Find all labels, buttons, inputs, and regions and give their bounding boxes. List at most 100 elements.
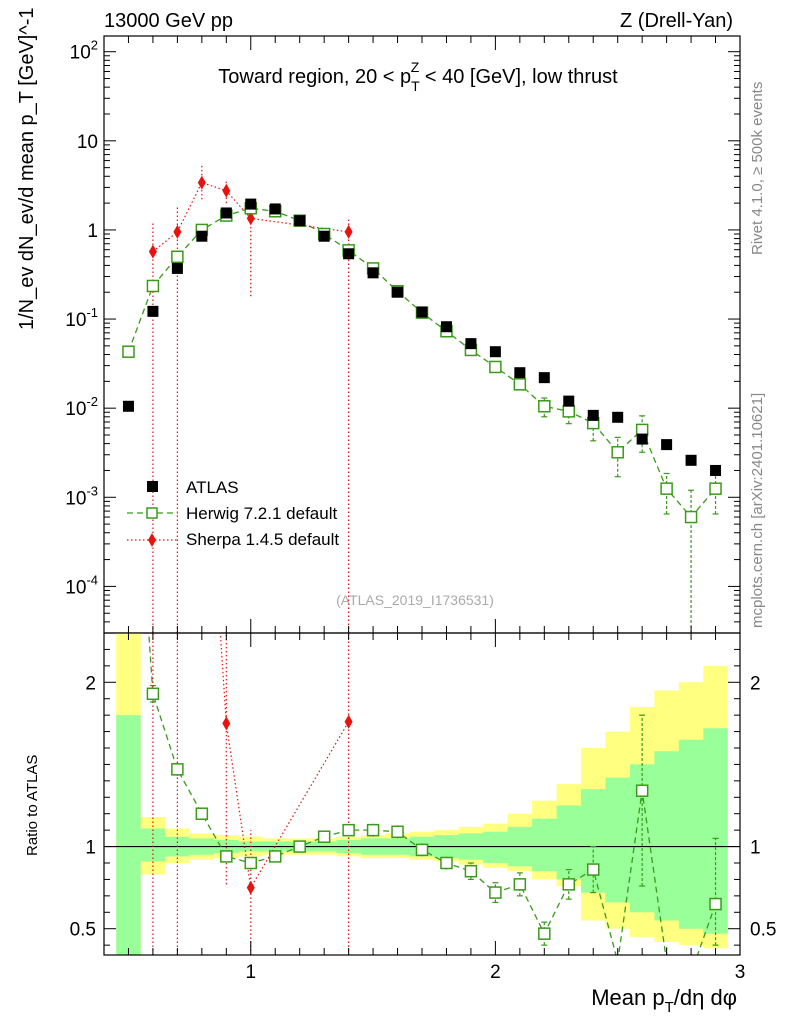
- main-axis-ticks: 10-4 10-3 10-2 10-1 1 10 102: [65, 36, 741, 634]
- herwig-point: [122, 345, 135, 358]
- herwig-ratio-point: [440, 856, 453, 870]
- herwig-ratio-point: [244, 856, 258, 870]
- main-title: Toward region, 20 < pTZ < 40 [GeV], low …: [218, 59, 618, 94]
- herwig-ratio-point: [293, 840, 306, 853]
- sherpa-point: [173, 224, 182, 239]
- main-title-pre: Toward region, 20 < p: [218, 66, 411, 88]
- herwig-point: [684, 510, 698, 524]
- header-right-label: Z (Drell-Yan): [620, 10, 733, 32]
- atlas-point: [685, 454, 697, 466]
- ratio-axis-ticks: 0.5 0.5 1 1 2 2 1 2 3: [70, 633, 776, 983]
- main-plot-layer: [122, 165, 722, 633]
- legend-atlas-marker: [147, 481, 158, 492]
- main-title-sub: T: [411, 78, 420, 94]
- atlas-point: [196, 230, 208, 242]
- herwig-line: [127, 207, 717, 519]
- ratio-plot-layer: [104, 633, 740, 955]
- herwig-point: [489, 360, 502, 374]
- uncertainty-band-green: [116, 715, 728, 955]
- ratio-y-tick-label: 2: [85, 673, 96, 694]
- herwig-ratio-point: [195, 807, 209, 820]
- atlas-point: [514, 367, 526, 379]
- main-title-post: < 40 [GeV], low thrust: [419, 66, 618, 88]
- atlas-point: [587, 409, 599, 421]
- x-axis-label: Mean pT/dη dφ: [591, 985, 737, 1016]
- ratio-y-tick-label-right: 1: [750, 838, 761, 859]
- legend-sherpa-label: Sherpa 1.4.5 default: [186, 530, 339, 549]
- watermark: (ATLAS_2019_I1736531): [336, 592, 494, 608]
- ratio-y-tick-label-right: 0.5: [750, 920, 776, 941]
- atlas-point: [489, 346, 501, 358]
- atlas-point: [318, 230, 330, 242]
- sherpa-point: [222, 183, 231, 198]
- ratio-y-tick-label: 0.5: [70, 920, 96, 941]
- herwig-ratio-point: [366, 823, 380, 837]
- y-tick-label: 10-4: [65, 572, 98, 598]
- herwig-ratio-point: [268, 850, 282, 863]
- atlas-point: [122, 400, 134, 412]
- ratio-clipped-group: [146, 633, 722, 955]
- sherpa-ratio-point: [344, 714, 353, 729]
- main-ylabel: 1/N_ev dN_ev/d mean p_T [GeV]^-1: [16, 7, 38, 330]
- herwig-point: [513, 378, 527, 391]
- y-tick-label: 10: [77, 132, 98, 153]
- herwig-point: [146, 279, 160, 293]
- ratio-ylabel: Ratio to ATLAS: [24, 755, 41, 856]
- herwig-ratio-point: [146, 687, 160, 701]
- legend-herwig-marker: [146, 507, 158, 519]
- atlas-point: [245, 198, 257, 210]
- atlas-point: [171, 262, 183, 274]
- herwig-point: [709, 482, 722, 495]
- herwig-ratio-point: [562, 878, 576, 891]
- atlas-point: [269, 203, 281, 215]
- legend: ATLAS Herwig 7.2.1 default Sherpa 1.4.5 …: [127, 478, 339, 549]
- y-tick-label: 10-1: [65, 305, 98, 331]
- atlas-point: [636, 433, 648, 445]
- rivet-label: Rivet 4.1.0, ≥ 500k events: [749, 82, 766, 255]
- atlas-point: [710, 464, 722, 476]
- atlas-point: [147, 305, 159, 317]
- herwig-ratio-point: [317, 830, 331, 843]
- ratio-y-tick-label-right: 2: [750, 673, 761, 694]
- atlas-point: [661, 439, 673, 451]
- herwig-ratio-point: [220, 850, 233, 863]
- herwig-ratio-point: [342, 823, 355, 837]
- x-tick-label: 2: [490, 962, 501, 983]
- herwig-ratio-point: [171, 763, 184, 776]
- herwig-ratio-point: [538, 927, 551, 940]
- header-left-label: 13000 GeV pp: [104, 10, 233, 32]
- legend-atlas-label: ATLAS: [186, 478, 239, 497]
- x-axis-label-pre: Mean p: [591, 985, 664, 1010]
- x-tick-label: 3: [735, 962, 746, 983]
- x-tick-label: 1: [245, 962, 256, 983]
- atlas-point: [538, 372, 550, 384]
- herwig-ratio-point: [586, 863, 600, 876]
- x-axis-label-post: /dη dφ: [674, 985, 737, 1010]
- herwig-point: [538, 400, 551, 413]
- herwig-ratio-point: [635, 784, 649, 797]
- herwig-ratio-point: [709, 897, 722, 911]
- herwig-point: [562, 405, 576, 418]
- main-panel: 10-4 10-3 10-2 10-1 1 10 102 Toward region, 20…: [16, 7, 741, 634]
- sherpa-point: [246, 211, 255, 226]
- atlas-point: [294, 215, 306, 227]
- legend-herwig-label: Herwig 7.2.1 default: [186, 504, 337, 523]
- herwig-point: [611, 446, 624, 459]
- sherpa-point: [148, 244, 157, 259]
- atlas-point: [392, 286, 404, 298]
- sherpa-point: [344, 224, 353, 239]
- herwig-point: [171, 250, 184, 264]
- mcplots-label: mcplots.cern.ch [arXiv:2401.10621]: [749, 393, 766, 628]
- atlas-point: [220, 207, 232, 219]
- herwig-ratio-point: [391, 825, 404, 839]
- sherpa-ratio-point: [222, 716, 231, 731]
- ratio-y-tick-label: 1: [85, 838, 96, 859]
- atlas-point: [367, 267, 379, 279]
- main-title-sup: Z: [411, 59, 420, 75]
- atlas-point: [465, 338, 477, 350]
- atlas-point: [416, 306, 428, 318]
- sherpa-point: [197, 175, 206, 190]
- herwig-ratio-point: [513, 878, 527, 891]
- ratio-panel: 0.5 0.5 1 1 2 2 1 2 3 Ratio to ATLAS Mean pT/dη …: [24, 632, 776, 1016]
